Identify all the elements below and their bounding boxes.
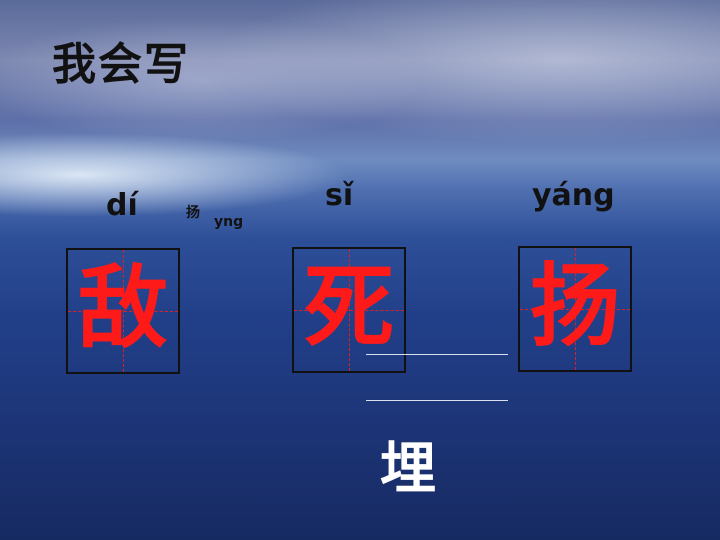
page-title: 我会写 <box>52 39 190 90</box>
char-si: 死 <box>304 255 394 361</box>
note-pinyin: yng <box>214 214 244 230</box>
grid-horizontal-guide <box>520 309 630 310</box>
char-di: 敌 <box>78 256 168 362</box>
pinyin-di: dí <box>106 188 138 223</box>
note-char: 扬 <box>186 205 200 221</box>
grid-horizontal-guide <box>68 311 178 312</box>
char-box-di: 敌 <box>66 248 180 374</box>
char-box-yang: 扬 <box>518 246 632 372</box>
char-yang: 扬 <box>530 254 620 360</box>
char-box-si: 死 <box>292 247 406 373</box>
writing-line-1 <box>366 354 508 355</box>
grid-horizontal-guide <box>294 310 404 311</box>
pinyin-si: sǐ <box>325 178 354 213</box>
pinyin-yang: yáng <box>532 178 615 213</box>
writing-line-2 <box>366 400 508 401</box>
answer-char: 埋 <box>380 437 436 502</box>
